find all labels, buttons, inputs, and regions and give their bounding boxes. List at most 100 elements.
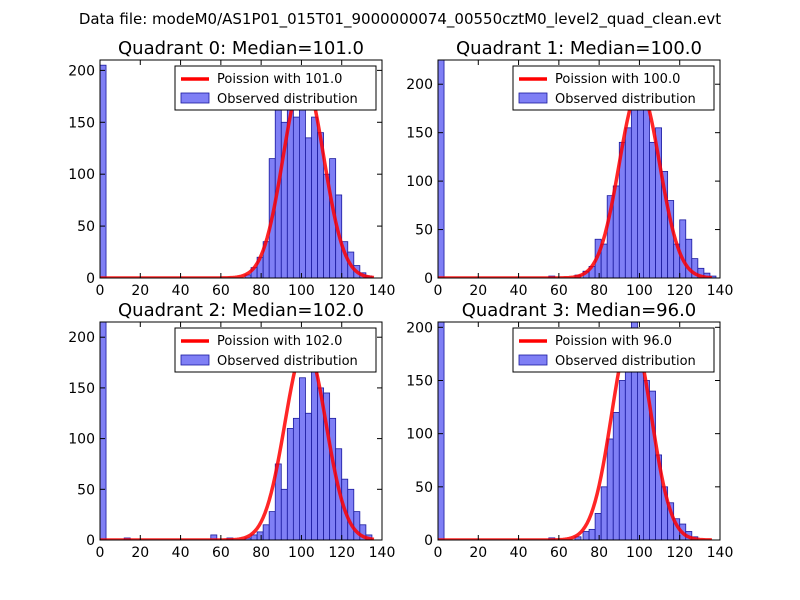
legend-hist-swatch (180, 354, 210, 366)
histogram-bar (606, 438, 614, 540)
quadrant-3-legend: Poission with 96.0 Observed distribution (512, 327, 715, 373)
y-tick-label: 200 (68, 63, 95, 79)
x-tick-label: 60 (212, 283, 230, 299)
histogram-bar (286, 428, 294, 540)
x-tick-label: 40 (172, 545, 190, 561)
y-tick-label: 0 (424, 271, 433, 287)
histogram-bar (262, 524, 270, 540)
quadrant-3-title: Quadrant 3: Median=96.0 (462, 300, 697, 321)
y-tick-label: 100 (68, 167, 95, 183)
histogram-bar (299, 377, 306, 540)
histogram-bar (618, 380, 626, 540)
histogram-bar (305, 137, 312, 278)
legend-hist-label: Observed distribution (217, 354, 358, 369)
x-tick-label: 20 (469, 545, 487, 561)
legend-fit-label: Poission with 101.0 (217, 72, 342, 87)
histogram-bar (100, 322, 107, 540)
x-tick-label: 140 (707, 545, 734, 561)
x-tick-label: 60 (550, 283, 568, 299)
histogram-bar (305, 412, 312, 540)
quadrant-2-title: Quadrant 2: Median=102.0 (118, 300, 364, 321)
quadrant-3-chart: Quadrant 3: Median=96.0 0 20 40 60 80 100 120 14… (406, 300, 733, 561)
x-tick-label: 120 (328, 545, 355, 561)
quadrant-1-title: Quadrant 1: Median=100.0 (456, 38, 702, 59)
x-tick-label: 80 (252, 283, 270, 299)
quadrant-0-poisson-line (100, 75, 375, 278)
x-tick-label: 40 (510, 545, 528, 561)
histogram-bar (600, 486, 608, 540)
histogram-bar (438, 60, 445, 278)
x-tick-label: 0 (434, 545, 443, 561)
legend-hist-swatch (518, 92, 548, 104)
histogram-bar (637, 93, 644, 278)
quadrant-0-legend: Poission with 101.0 Observed distribution (174, 65, 377, 111)
y-tick-label: 0 (86, 533, 95, 549)
quadrant-2-axes-frame (99, 321, 383, 541)
y-tick-label: 100 (68, 432, 95, 448)
x-tick-label: 80 (590, 545, 608, 561)
y-tick-label: 150 (406, 126, 433, 142)
x-tick-label: 40 (172, 283, 190, 299)
quadrant-2-poisson-line (100, 343, 375, 540)
quadrant-2-chart: Quadrant 2: Median=102.0 0 20 40 60 80 100 120 1… (68, 300, 395, 561)
y-tick-label: 200 (68, 330, 95, 346)
legend-hist-label: Observed distribution (555, 92, 696, 107)
legend-fit-label: Poission with 102.0 (217, 334, 342, 349)
x-tick-label: 120 (666, 283, 693, 299)
histogram-bar (280, 488, 288, 540)
x-tick-label: 100 (626, 545, 653, 561)
histogram-bar (624, 127, 632, 278)
x-tick-label: 80 (252, 545, 270, 561)
figure-title: Data file: modeM0/AS1P01_015T01_90000000… (79, 10, 721, 29)
x-tick-label: 20 (469, 283, 487, 299)
x-tick-label: 100 (288, 283, 315, 299)
y-tick-label: 100 (406, 427, 433, 443)
histogram-bar (438, 322, 445, 540)
y-tick-label: 0 (86, 271, 95, 287)
quadrant-3-poisson-line (438, 330, 712, 540)
legend-hist-label: Observed distribution (555, 354, 696, 369)
histogram-bar (311, 116, 318, 278)
y-tick-label: 150 (68, 115, 95, 131)
y-tick-label: 150 (68, 381, 95, 397)
quadrant-0-chart: Quadrant 0: Median=101.0 0 20 40 60 80 100 120 1… (68, 38, 395, 299)
histogram-bar (292, 417, 300, 540)
quadrant-0-axes-frame (99, 59, 383, 279)
y-tick-label: 50 (415, 480, 433, 496)
x-tick-label: 100 (288, 545, 315, 561)
y-tick-label: 50 (77, 482, 95, 498)
y-tick-label: 150 (406, 373, 433, 389)
histogram-bar (649, 141, 656, 278)
legend-fit-label: Poission with 96.0 (555, 334, 672, 349)
y-tick-label: 100 (406, 174, 433, 190)
x-tick-label: 40 (510, 283, 528, 299)
x-tick-label: 0 (434, 283, 443, 299)
x-tick-label: 20 (131, 545, 149, 561)
quadrant-1-chart: Quadrant 1: Median=100.0 0 20 40 60 80 100 120 1… (406, 38, 733, 299)
histogram-bar (679, 219, 687, 278)
x-tick-label: 140 (369, 545, 396, 561)
x-tick-label: 100 (626, 283, 653, 299)
quadrant-0-title: Quadrant 0: Median=101.0 (118, 38, 364, 59)
histogram-bar (582, 531, 590, 540)
legend-hist-label: Observed distribution (217, 92, 358, 107)
legend-hist-swatch (180, 92, 210, 104)
y-tick-label: 200 (406, 320, 433, 336)
x-tick-label: 140 (369, 283, 396, 299)
y-tick-label: 0 (424, 533, 433, 549)
y-tick-label: 200 (406, 77, 433, 93)
histogram-bar (292, 116, 300, 278)
histogram-bar (210, 534, 218, 540)
histogram-bar (588, 528, 596, 540)
x-tick-label: 20 (131, 283, 149, 299)
quadrant-1-poisson-line (438, 87, 713, 278)
histogram-bar (612, 411, 620, 540)
histogram-bar (637, 348, 644, 540)
x-tick-label: 60 (550, 545, 568, 561)
histogram-bar (594, 513, 602, 540)
quadrant-panels: Quadrant 0: Median=101.0 0 20 40 60 80 100 120 1… (68, 38, 733, 561)
histogram-bar (347, 488, 355, 540)
histogram-bar (100, 64, 107, 278)
x-tick-label: 60 (212, 545, 230, 561)
